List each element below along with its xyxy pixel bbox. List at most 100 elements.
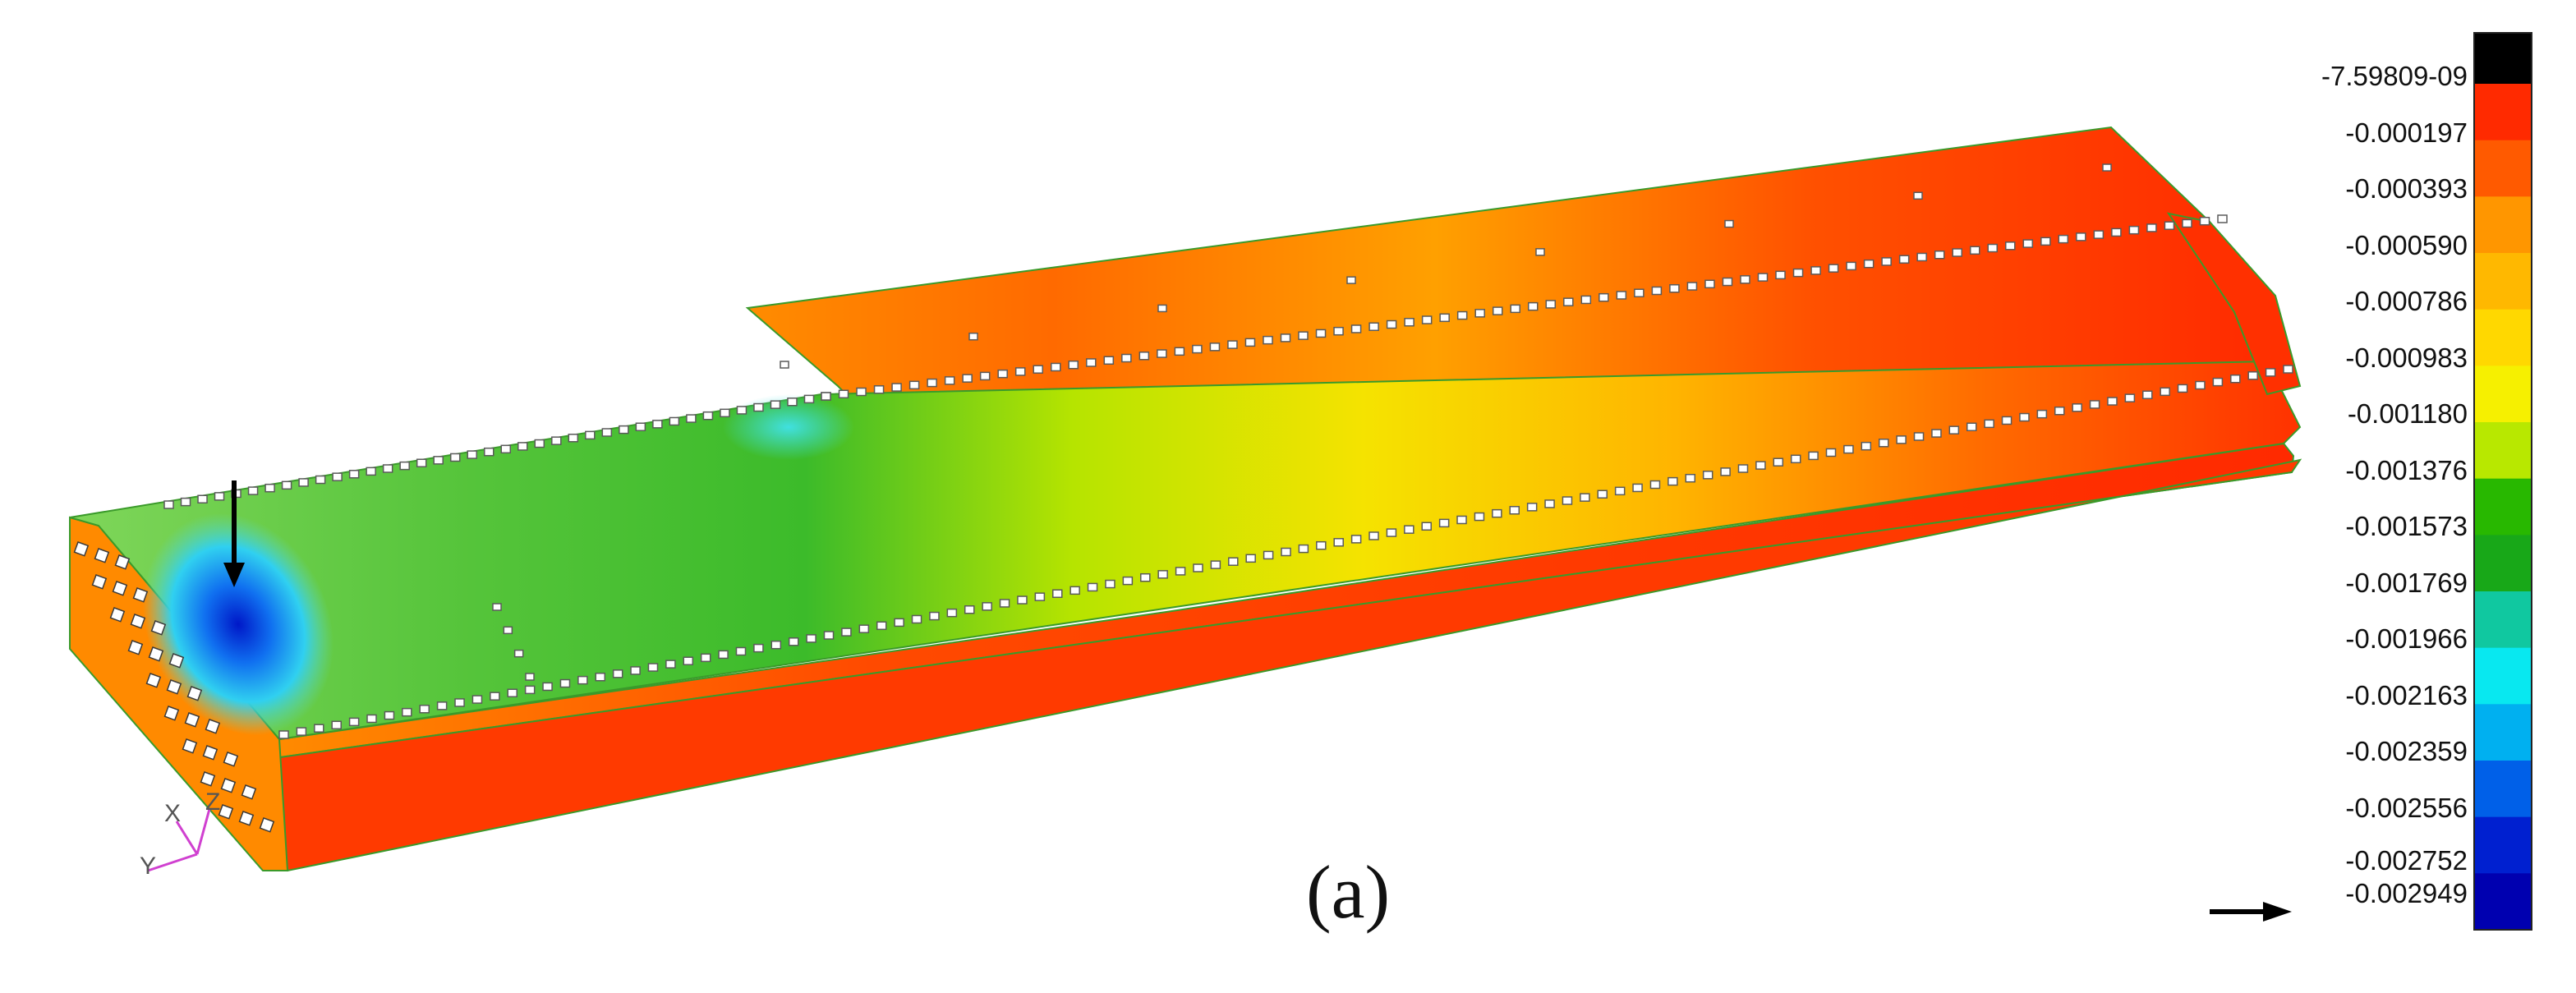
rivet-hole [1157, 570, 1168, 579]
rivet-hole [1263, 550, 1274, 560]
rivet-hole [1333, 326, 1344, 336]
rivet-hole [770, 640, 782, 650]
rivet-hole [1896, 435, 1907, 444]
rivet-hole [1404, 525, 1414, 534]
rivet-hole [1898, 255, 1910, 264]
rivet-hole [472, 695, 483, 704]
rivet-hole [1263, 335, 1273, 345]
rivet-hole [1014, 367, 1026, 376]
rivet-hole [1174, 347, 1185, 356]
rivet-hole [1649, 480, 1661, 490]
rib-hole [145, 673, 162, 688]
rivet-hole [1563, 297, 1574, 306]
rivet-hole [1528, 301, 1539, 311]
coordinate-triad [147, 808, 211, 872]
colorbar-band [2474, 84, 2532, 141]
rivet-hole [1668, 476, 1678, 486]
figure-caption: (a) [1306, 850, 1391, 934]
rivet-hole [2128, 225, 2140, 235]
rib-hole [182, 738, 198, 754]
rivet-hole [1686, 282, 1698, 291]
rivet-hole [1702, 471, 1714, 480]
rivet-hole [2212, 377, 2224, 387]
rivet-hole [1984, 419, 1994, 429]
rivet-hole [1245, 554, 1256, 563]
rivet-hole [2217, 214, 2228, 223]
rivet-hole [735, 646, 747, 656]
colorbar-band [2474, 873, 2532, 931]
rivet-hole [419, 705, 430, 714]
rivet-hole [1580, 493, 1590, 502]
rivet-hole [2072, 403, 2082, 412]
rivet-hole [1368, 531, 1379, 540]
rivet-hole [1122, 576, 1134, 586]
rivet-hole [1810, 266, 1821, 275]
rib-hole [150, 620, 167, 636]
rivet-hole [384, 710, 395, 720]
rivet-hole [2160, 387, 2170, 397]
rivet-hole [1757, 273, 1769, 282]
rivet-hole [1138, 352, 1150, 361]
rivet-hole [500, 444, 512, 454]
rivet-hole [1086, 358, 1097, 367]
rib-hole [223, 752, 239, 767]
rivet-hole [788, 637, 799, 646]
rivet-hole [315, 475, 326, 485]
rivet-hole [513, 649, 524, 658]
rivet-hole [524, 685, 536, 695]
rivet-hole [1952, 248, 1962, 257]
triad-y-label: Y [140, 853, 157, 880]
rivet-hole [2177, 384, 2188, 393]
rivet-hole [1722, 277, 1733, 287]
colorbar-label: -0.001376 [2345, 454, 2468, 485]
rivet-hole [635, 422, 646, 431]
rivet-hole [1033, 365, 1043, 374]
rivet-hole [2283, 365, 2293, 374]
rib-hole [148, 646, 164, 662]
rivet-hole [997, 369, 1008, 379]
rivet-hole [2230, 374, 2241, 384]
rib-hole [259, 817, 275, 833]
rib-hole [73, 541, 90, 557]
rivet-hole [281, 480, 292, 490]
colorbar-label: -0.001966 [2345, 623, 2468, 654]
rivet-hole [700, 653, 711, 663]
rivet-hole [630, 666, 641, 675]
rivet-hole [518, 442, 528, 451]
rivet-hole [911, 614, 922, 624]
rivet-hole [1474, 309, 1485, 318]
rivet-hole [1509, 506, 1520, 515]
rib-hole [114, 554, 131, 570]
rivet-hole [454, 698, 465, 707]
rib-hole [112, 581, 128, 596]
rib-hole [184, 712, 200, 728]
rivet-hole [2102, 163, 2112, 172]
rivet-hole [1017, 595, 1028, 605]
rivet-hole [525, 673, 535, 681]
colorbar-band [2474, 647, 2532, 705]
rivet-hole [1105, 579, 1116, 589]
rivet-hole [1456, 515, 1467, 525]
rivet-hole [1704, 279, 1715, 289]
colorbar-label: -0.002949 [2345, 878, 2468, 908]
colorbar-band [2474, 704, 2532, 761]
rivet-hole [490, 692, 500, 701]
rib-hole [127, 640, 144, 655]
rivet-hole [568, 434, 579, 443]
rivet-hole [2146, 223, 2157, 232]
rivet-hole [753, 402, 764, 412]
rivet-hole [1281, 547, 1291, 557]
colorbar-label: -0.000983 [2345, 342, 2468, 373]
rivet-hole [1140, 572, 1151, 582]
rivet-hole [1634, 288, 1644, 297]
rivet-hole [467, 450, 477, 459]
rivet-hole [433, 456, 444, 465]
rivet-hole [1439, 313, 1450, 323]
colorbar-band [2474, 140, 2532, 197]
rivet-hole [1544, 499, 1555, 508]
rivet-hole [1298, 331, 1309, 340]
rivet-hole [1333, 538, 1344, 547]
rivet-hole [612, 669, 623, 678]
rivet-hole [1740, 275, 1750, 284]
rib-hole [241, 784, 257, 800]
